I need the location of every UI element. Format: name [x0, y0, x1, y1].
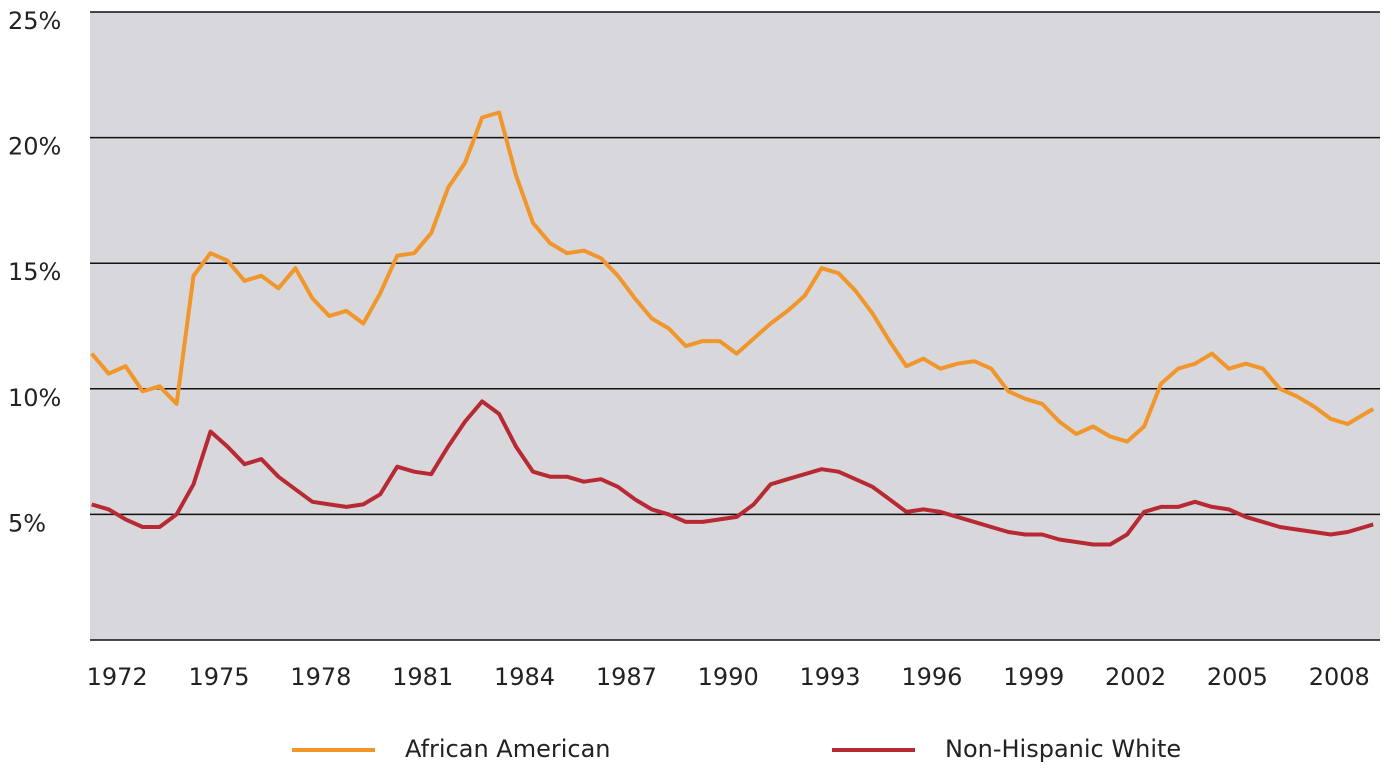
x-tick-label: 1978	[290, 663, 351, 691]
y-tick-label: 25%	[8, 7, 61, 35]
y-tick-label: 15%	[8, 258, 61, 286]
x-tick-label: 1975	[188, 663, 249, 691]
legend-label: African American	[405, 735, 611, 763]
x-tick-label: 1993	[800, 663, 861, 691]
x-tick-label: 2002	[1105, 663, 1166, 691]
x-tick-label: 1981	[392, 663, 453, 691]
series-line	[91, 399, 1374, 547]
y-tick-label: 20%	[8, 133, 61, 161]
series-line	[90, 110, 1375, 444]
y-tick-label: 5%	[8, 509, 46, 537]
x-tick-label: 2005	[1207, 663, 1268, 691]
plot-area	[90, 12, 1380, 640]
x-tick-label: 1990	[698, 663, 759, 691]
x-tick-label: 1987	[596, 663, 657, 691]
x-tick-label: 2008	[1309, 663, 1370, 691]
x-tick-label: 1984	[494, 663, 555, 691]
x-tick-label: 1999	[1003, 663, 1064, 691]
x-tick-label: 1972	[87, 663, 148, 691]
y-tick-label: 10%	[8, 384, 61, 412]
legend-label: Non-Hispanic White	[945, 735, 1181, 763]
x-tick-label: 1996	[901, 663, 962, 691]
